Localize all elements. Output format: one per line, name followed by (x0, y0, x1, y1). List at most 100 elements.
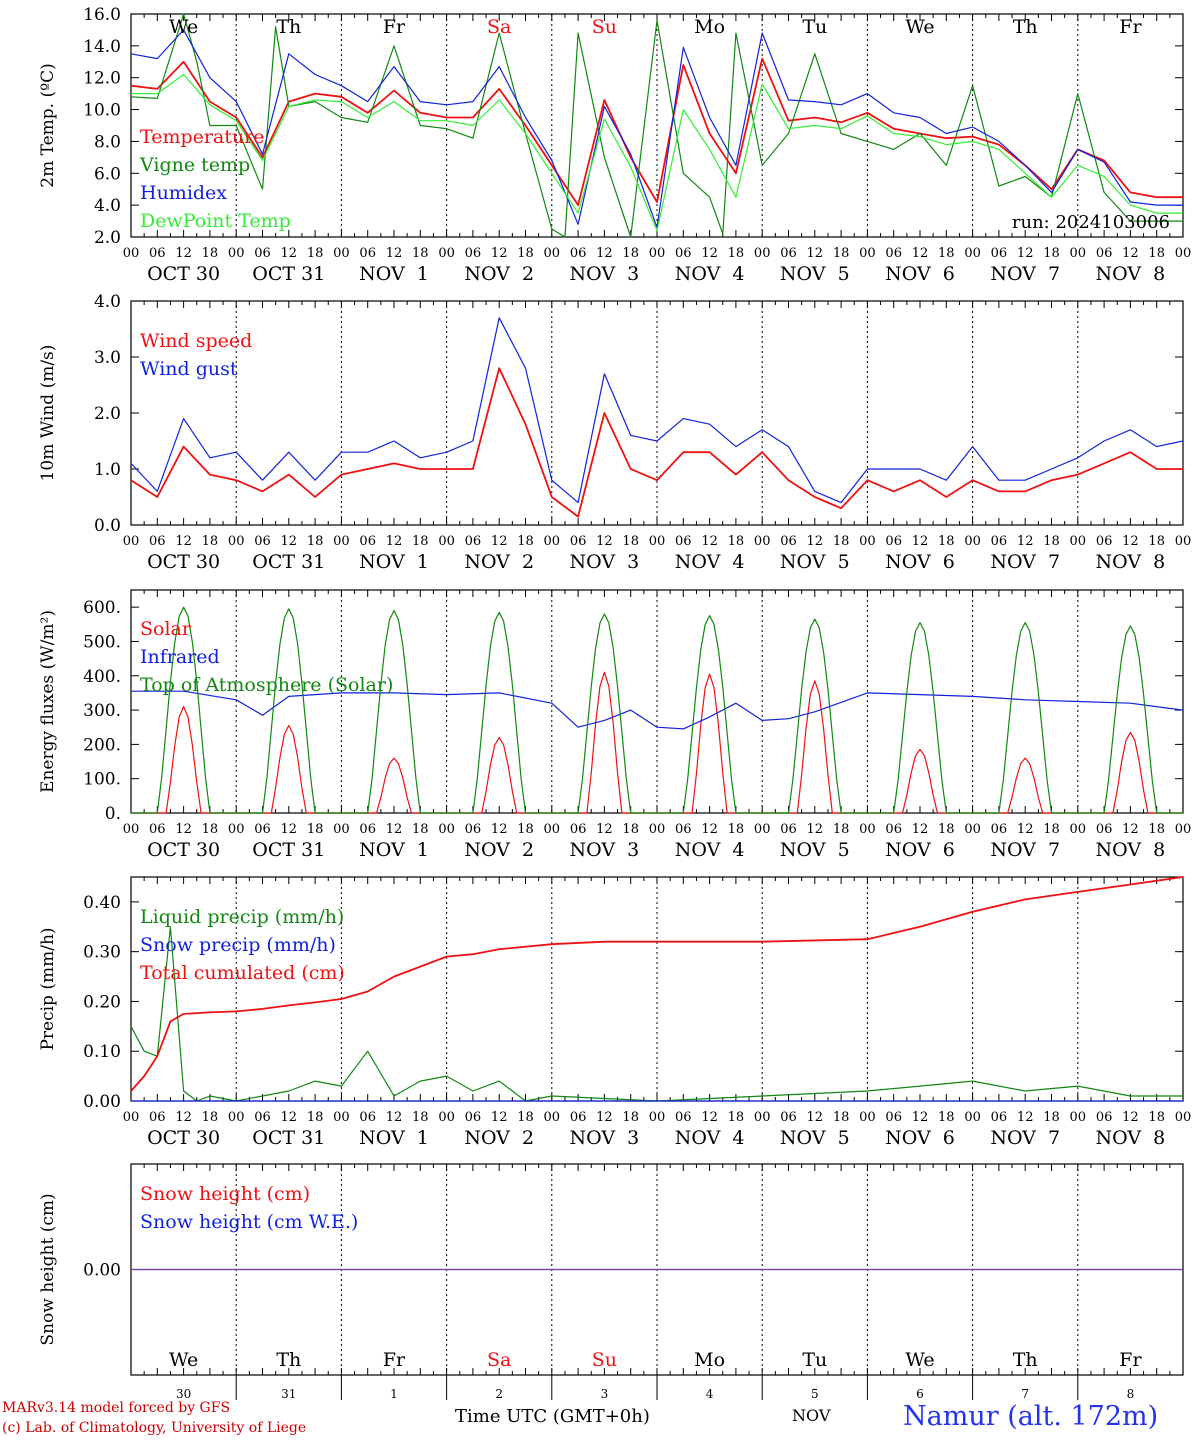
date-label: NOV 2 (464, 839, 534, 861)
hour-tick-label: 06 (149, 1110, 166, 1125)
day-number-label: 7 (1021, 1387, 1029, 1401)
hour-tick-label: 18 (202, 822, 219, 837)
hour-tick-label: 18 (202, 246, 219, 261)
date-label: OCT 31 (252, 839, 325, 861)
hour-tick-label: 00 (333, 534, 350, 549)
hour-tick-label: 18 (307, 822, 324, 837)
series-line-3 (131, 606, 1183, 814)
legend-entry: Temperature (140, 126, 264, 148)
date-label: NOV 3 (570, 1127, 640, 1149)
weekday-label: Su (592, 16, 617, 38)
legend-entry: Snow height (cm) (140, 1183, 310, 1205)
hour-tick-label: 18 (833, 1110, 850, 1125)
weekday-label: Tu (802, 1349, 827, 1371)
hour-tick-label: 00 (123, 246, 140, 261)
hour-tick-label: 00 (438, 1110, 455, 1125)
hour-tick-label: 00 (649, 1110, 666, 1125)
date-label: OCT 30 (147, 1127, 220, 1149)
date-label: NOV 6 (885, 839, 955, 861)
hour-tick-label: 06 (885, 1110, 902, 1125)
hour-tick-label: 12 (807, 246, 824, 261)
y-tick-label: 0. (105, 804, 121, 824)
y-tick-label: 10.0 (83, 101, 121, 121)
hour-tick-label: 00 (1175, 246, 1192, 261)
hour-tick-label: 18 (728, 1110, 745, 1125)
hour-tick-label: 00 (754, 822, 771, 837)
hour-tick-label: 06 (885, 534, 902, 549)
legend-entry: Total cumulated (cm) (140, 962, 345, 984)
hour-tick-label: 12 (386, 822, 403, 837)
hour-tick-label: 18 (307, 246, 324, 261)
y-tick-label: 0.40 (83, 893, 121, 913)
date-label: NOV 3 (570, 263, 640, 285)
date-label: OCT 31 (252, 551, 325, 573)
weekday-label: We (905, 16, 934, 38)
date-label: NOV 2 (464, 1127, 534, 1149)
day-number-label: 8 (1127, 1387, 1135, 1401)
hour-tick-label: 06 (675, 534, 692, 549)
hour-tick-label: 18 (728, 534, 745, 549)
model-credit: MARv3.14 model forced by GFS (2, 1400, 231, 1416)
weekday-label: Th (1013, 1349, 1038, 1371)
hour-tick-label: 00 (754, 534, 771, 549)
hour-tick-label: 18 (728, 822, 745, 837)
hour-tick-label: 18 (412, 534, 429, 549)
hour-tick-label: 00 (649, 822, 666, 837)
weekday-label: We (169, 16, 198, 38)
day-number-label: 31 (281, 1387, 296, 1401)
date-label: NOV 5 (780, 1127, 850, 1149)
hour-tick-label: 00 (859, 534, 876, 549)
hour-tick-label: 00 (859, 822, 876, 837)
hour-tick-label: 06 (991, 1110, 1008, 1125)
time-axis-label: Time UTC (GMT+0h) (455, 1406, 650, 1427)
weekday-label: Mo (694, 1349, 725, 1371)
y-tick-label: 2.0 (94, 404, 121, 424)
hour-tick-label: 18 (202, 534, 219, 549)
series-line-2 (130, 13, 1183, 238)
date-label: OCT 30 (147, 839, 220, 861)
hour-tick-label: 18 (938, 1110, 955, 1125)
y-axis-title: Energy fluxes (W/m²) (38, 610, 58, 793)
day-number-label: 6 (916, 1387, 924, 1401)
hour-tick-label: 18 (938, 534, 955, 549)
hour-tick-label: 18 (622, 246, 639, 261)
date-label: NOV 2 (464, 263, 534, 285)
day-number-label: 4 (706, 1387, 714, 1401)
legend-entry: Snow height (cm W.E.) (140, 1211, 358, 1233)
date-label: OCT 31 (252, 1127, 325, 1149)
y-tick-label: 16.0 (83, 5, 121, 25)
date-label: NOV 5 (780, 839, 850, 861)
y-axis-title: 10m Wind (m/s) (38, 345, 58, 482)
y-tick-label: 0.20 (83, 992, 121, 1012)
hour-tick-label: 06 (1096, 822, 1113, 837)
hour-tick-label: 18 (728, 246, 745, 261)
panel-3: 0. 100. 200. 300. 400. 500. 600. Energy fluxes … (38, 589, 1191, 861)
hour-tick-label: 06 (465, 534, 482, 549)
legend-entry: DewPoint Temp (140, 210, 291, 232)
hour-tick-label: 06 (780, 1110, 797, 1125)
panel-5: 0.00 Snow height (cm) Snow height (cm) Snow… (38, 1163, 1184, 1376)
run-annotation: run: 2024103006 (1012, 212, 1170, 233)
hour-tick-label: 18 (307, 534, 324, 549)
series-line-1 (130, 57, 1183, 206)
hour-tick-label: 18 (1148, 246, 1165, 261)
hour-tick-label: 12 (596, 822, 613, 837)
hour-tick-label: 12 (807, 1110, 824, 1125)
hour-tick-label: 06 (570, 246, 587, 261)
weekday-label: Fr (383, 1349, 406, 1371)
date-label: OCT 30 (147, 551, 220, 573)
weekday-label: Mo (694, 16, 725, 38)
hour-tick-label: 18 (938, 246, 955, 261)
hour-tick-label: 18 (412, 1110, 429, 1125)
hour-tick-label: 06 (1096, 1110, 1113, 1125)
panel-2: 0.0 1.0 2.0 3.0 4.0 10m Wind (m/s) Wind speed W… (38, 292, 1191, 573)
hour-tick-label: 00 (1070, 246, 1087, 261)
date-label: NOV 8 (1096, 551, 1166, 573)
hour-tick-label: 18 (1148, 822, 1165, 837)
hour-tick-label: 18 (1043, 822, 1060, 837)
weekday-label: Fr (1119, 1349, 1142, 1371)
day-number-label: 3 (601, 1387, 609, 1401)
y-tick-label: 200. (83, 735, 121, 755)
hour-tick-label: 00 (754, 246, 771, 261)
